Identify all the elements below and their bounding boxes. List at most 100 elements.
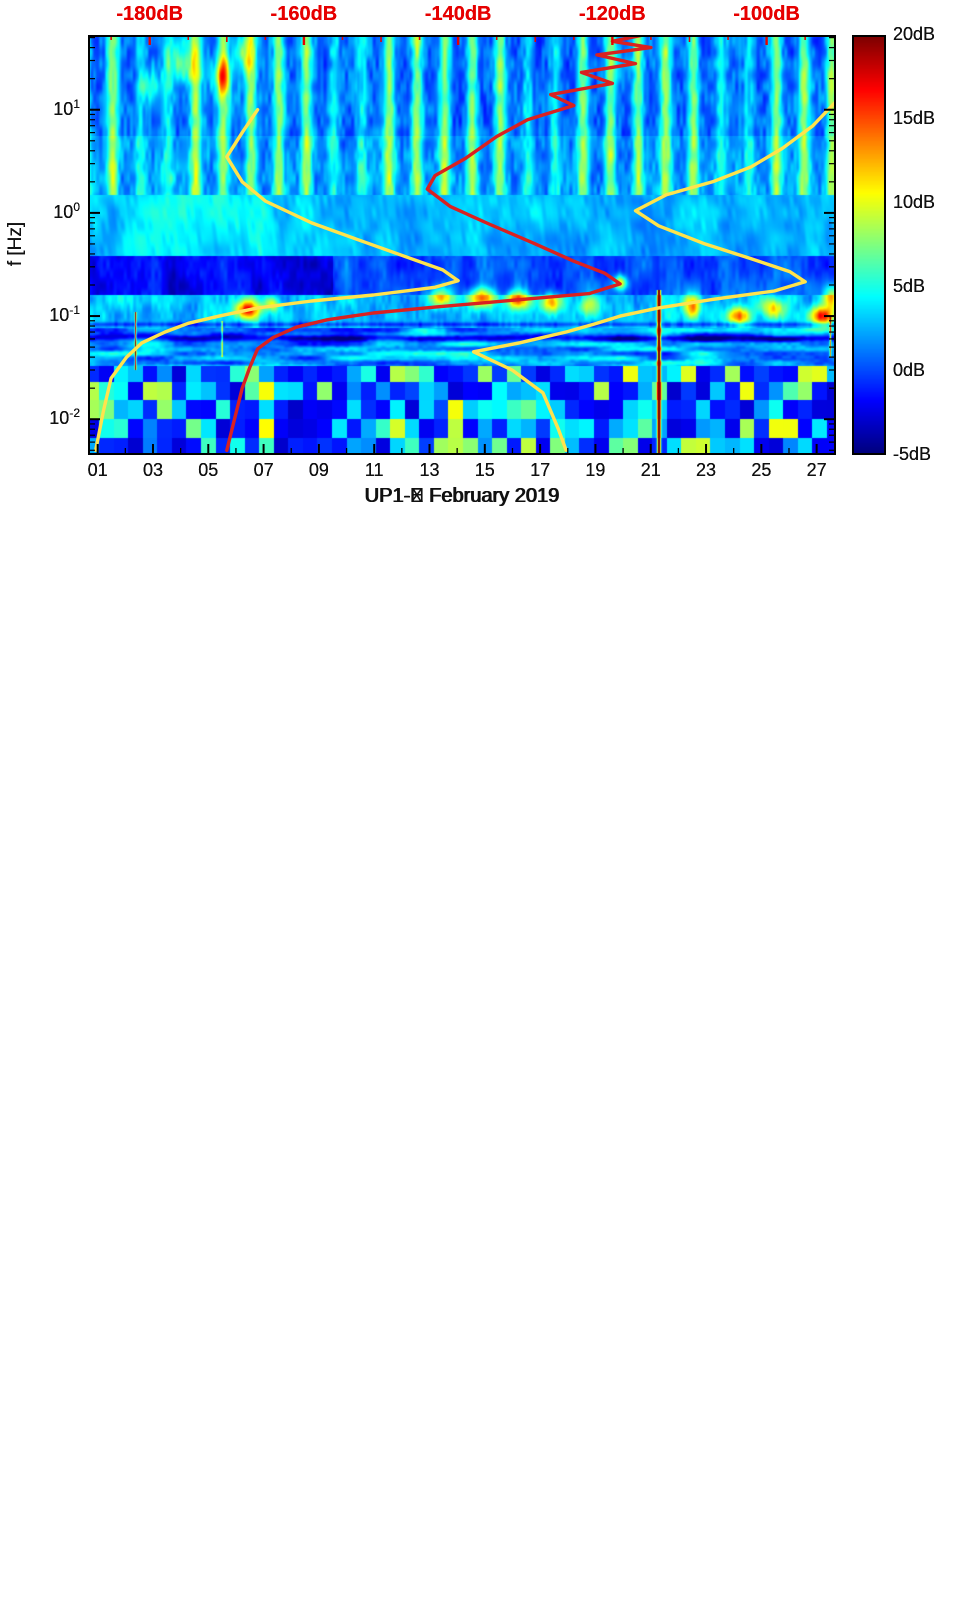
y-axis-tick-label: 101 (53, 96, 80, 119)
x-axis-tick-label: 07 (253, 460, 274, 480)
colorbar-tick-label: 5dB (893, 276, 926, 296)
colorbar-tick-label: -5dB (893, 444, 932, 464)
top-axis-db-label: -180dB (116, 3, 184, 25)
y-axis-tick-labels: 101 100 10-1 10-2 (0, 0, 84, 530)
x-axis-tick-label: 27 (806, 460, 827, 480)
colorbar-tick-label: 20dB (893, 24, 936, 44)
y-axis-tick-label: 10-1 (49, 303, 80, 326)
x-axis-tick-label: 07 (253, 460, 274, 480)
x-axis-tick-label: 13 (419, 460, 440, 480)
colorbar-tick-label: 0dB (893, 360, 926, 380)
x-axis-tick-label: 19 (585, 460, 606, 480)
panel-title: UP1-E February 2019 (364, 485, 560, 507)
top-axis-db-label: -180dB (116, 3, 184, 25)
x-axis-tick-label: 11 (364, 460, 384, 480)
colorbar-gradient (854, 37, 884, 453)
colorbar-tick-labels: 20dB 15dB 10dB 5dB 0dB -5dB (893, 0, 959, 530)
top-db-axis-labels: -180dB -160dB -140dB -120dB -100dB (88, 3, 836, 33)
x-axis-tick-label: 07 (253, 460, 274, 480)
colorbar-tick-label: 0dB (893, 360, 926, 380)
x-axis-tick-labels: 01 03 05 07 09 11 13 15 17 19 21 23 25 27 (88, 460, 836, 482)
colorbar-tick-label: 15dB (893, 108, 936, 128)
y-axis-tick-labels: 101 100 10-1 10-2 (0, 0, 84, 530)
x-axis-tick-label: 23 (696, 460, 717, 480)
panel-title: UP1-Z February 2019 (365, 485, 559, 507)
x-axis-tick-label: 21 (640, 460, 661, 480)
top-axis-db-label: -140dB (424, 3, 492, 25)
x-axis-tick-label: 27 (806, 460, 827, 480)
x-axis-tick-label: 19 (585, 460, 606, 480)
x-axis-tick-label: 01 (87, 460, 108, 480)
x-axis-tick-label: 13 (419, 460, 440, 480)
x-axis-tick-label: 05 (198, 460, 219, 480)
plot-area (88, 35, 836, 455)
colorbar-tick-label: 5dB (893, 276, 926, 296)
colorbar-tick-label: 10dB (893, 192, 936, 212)
top-axis-db-label: -160dB (270, 3, 338, 25)
x-axis-tick-label: 11 (364, 460, 384, 480)
x-axis-tick-label: 19 (585, 460, 606, 480)
colorbar-tick-label: -5dB (893, 444, 932, 464)
top-axis-db-label: -140dB (424, 3, 492, 25)
x-axis-tick-label: 27 (806, 460, 827, 480)
top-axis-db-label: -120dB (579, 3, 646, 25)
y-axis-tick-label: 100 (53, 199, 80, 222)
y-axis-tick-label: 10-2 (49, 406, 80, 429)
colorbar-tick-label: 5dB (893, 276, 926, 296)
x-axis-tick-label: 23 (696, 460, 717, 480)
x-axis-tick-label: 15 (474, 460, 495, 480)
colorbar-tick-label: 0dB (893, 360, 926, 380)
top-axis-db-label: -100dB (733, 3, 800, 25)
top-db-axis-labels: -180dB -160dB -140dB -120dB -100dB (88, 3, 836, 33)
x-axis-tick-label: 09 (308, 460, 329, 480)
top-axis-db-label: -120dB (579, 3, 646, 25)
top-axis-db-label: -100dB (733, 3, 800, 25)
x-axis-tick-label: 25 (751, 460, 772, 480)
y-axis-tick-label: 10-2 (49, 406, 80, 429)
colorbar-tick-label: -5dB (893, 444, 932, 464)
x-axis-tick-label: 25 (751, 460, 772, 480)
x-axis-tick-label: 05 (198, 460, 219, 480)
x-axis-tick-label: 15 (474, 460, 495, 480)
spectrogram-panel-up1z: -180dB -160dB -140dB -120dB -100dB 101 100 10-… (0, 0, 962, 530)
x-axis-tick-label: 11 (364, 460, 384, 480)
panel-title: UP1-N February 2019 (364, 485, 560, 507)
y-axis-tick-label: 101 (53, 96, 80, 119)
colorbar-tick-labels: 20dB 15dB 10dB 5dB 0dB -5dB (893, 0, 959, 530)
y-axis-tick-label: 10-1 (49, 303, 80, 326)
y-axis-tick-label: 10-1 (49, 303, 80, 326)
top-axis-db-label: -180dB (116, 3, 184, 25)
top-axis-db-label: -160dB (270, 3, 338, 25)
x-axis-tick-label: 17 (530, 460, 551, 480)
x-axis-tick-label: 21 (640, 460, 661, 480)
y-axis-tick-label: 100 (53, 199, 80, 222)
x-axis-tick-label: 05 (198, 460, 219, 480)
x-axis-tick-label: 17 (530, 460, 551, 480)
y-axis-tick-label: 10-2 (49, 406, 80, 429)
x-axis-tick-label: 23 (696, 460, 717, 480)
x-axis-tick-label: 01 (87, 460, 108, 480)
colorbar-tick-labels: 20dB 15dB 10dB 5dB 0dB -5dB (893, 0, 959, 530)
top-db-axis-labels: -180dB -160dB -140dB -120dB -100dB (88, 3, 836, 33)
x-axis-tick-label: 03 (142, 460, 163, 480)
top-axis-db-label: -100dB (733, 3, 800, 25)
colorbar (852, 35, 886, 455)
x-axis-tick-labels: 01 03 05 07 09 11 13 15 17 19 21 23 25 27 (88, 460, 836, 482)
colorbar-tick-label: 10dB (893, 192, 936, 212)
x-axis-tick-labels: 01 03 05 07 09 11 13 15 17 19 21 23 25 27 (88, 460, 836, 482)
x-axis-tick-label: 03 (142, 460, 163, 480)
y-axis-tick-labels: 101 100 10-1 10-2 (0, 0, 84, 530)
y-axis-tick-label: 101 (53, 96, 80, 119)
top-axis-db-label: -120dB (579, 3, 646, 25)
colorbar-tick-label: 15dB (893, 108, 936, 128)
x-axis-tick-label: 03 (142, 460, 163, 480)
overlay-curves-and-ticks (88, 35, 836, 455)
x-axis-tick-label: 09 (308, 460, 329, 480)
colorbar-tick-label: 20dB (893, 24, 936, 44)
x-axis-tick-label: 15 (474, 460, 495, 480)
x-axis-tick-label: 13 (419, 460, 440, 480)
top-axis-db-label: -160dB (270, 3, 338, 25)
colorbar-tick-label: 10dB (893, 192, 936, 212)
top-axis-db-label: -140dB (424, 3, 492, 25)
